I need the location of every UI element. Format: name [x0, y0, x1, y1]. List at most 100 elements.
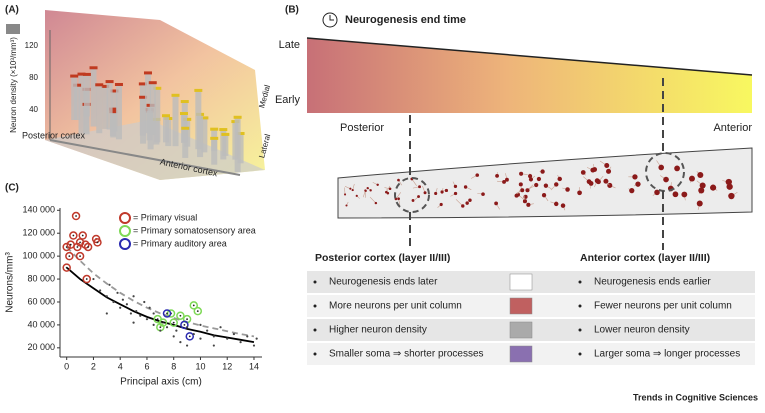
title: Neurogenesis end time: [345, 14, 466, 26]
cell: [635, 181, 640, 186]
x-tick-label: 8: [171, 361, 176, 371]
bar: [116, 85, 122, 139]
cell: [454, 192, 457, 195]
cell: [440, 203, 443, 206]
point: [149, 307, 151, 309]
point: [233, 333, 235, 335]
icon: [510, 346, 532, 362]
point: [206, 330, 208, 332]
point-center: [86, 278, 88, 280]
cell: [606, 169, 611, 174]
point: [99, 289, 101, 291]
point: [159, 330, 161, 332]
x-axis-label: Principal axis (cm): [120, 377, 202, 388]
panel-a: (A) Neuron density (×10³/mm³) 40 80 120 …: [5, 5, 272, 180]
bar-top: [219, 128, 227, 131]
panel-label: (A): [5, 5, 19, 16]
bar: [235, 118, 241, 172]
bullet: [314, 353, 317, 356]
cell: [424, 191, 427, 194]
cell: [629, 188, 634, 193]
bullet: [579, 305, 582, 308]
point: [126, 303, 128, 305]
y-tick-label: 20 000: [27, 342, 55, 352]
cell: [367, 187, 369, 189]
bar-top: [115, 83, 123, 86]
panel-label: (C): [5, 183, 19, 194]
cell: [537, 177, 541, 181]
cell: [345, 204, 347, 206]
legend-marker: [120, 213, 130, 223]
bullet: [314, 281, 317, 284]
point: [219, 326, 221, 328]
table-header: Posterior cortex (layer II/III): [315, 252, 450, 264]
point: [199, 338, 201, 340]
point: [116, 292, 118, 294]
table-cell: Neurogenesis ends earlier: [594, 277, 711, 288]
cell: [464, 185, 467, 188]
bar-top: [221, 133, 229, 136]
point: [246, 335, 248, 337]
table-cell: Lower neuron density: [594, 325, 690, 336]
bar: [96, 85, 102, 133]
axis-label: Anterior: [713, 122, 752, 134]
point-center: [70, 244, 72, 246]
gradient: [307, 38, 752, 113]
cell: [681, 192, 687, 198]
icon: [510, 322, 532, 338]
cell: [589, 181, 594, 186]
bar-top: [210, 137, 218, 140]
cell: [673, 191, 679, 197]
cell: [385, 191, 388, 194]
icon: [510, 298, 532, 314]
cell: [465, 201, 468, 204]
icon: [6, 24, 20, 34]
cell: [554, 182, 558, 186]
point: [173, 335, 175, 337]
cell: [376, 184, 378, 186]
point-center: [82, 235, 84, 237]
cell: [534, 183, 538, 187]
tick-label: 40: [29, 105, 38, 114]
bar-top: [144, 71, 152, 74]
cell: [529, 177, 533, 181]
point-center: [184, 324, 186, 326]
cell: [596, 179, 601, 184]
cell: [689, 176, 695, 182]
point-center: [76, 246, 78, 248]
cell: [581, 170, 586, 175]
point: [253, 344, 255, 346]
point: [213, 344, 215, 346]
cell: [344, 193, 346, 195]
y-tick-label: 140 000: [22, 205, 55, 215]
cell: [434, 192, 437, 195]
cell: [364, 189, 366, 191]
table-cell: Higher neuron density: [329, 325, 427, 336]
point-center: [162, 322, 164, 324]
point-center: [72, 235, 74, 237]
bar-top: [95, 83, 103, 86]
axis-label: Medial: [257, 84, 272, 109]
bar-top: [149, 81, 157, 84]
cell: [369, 189, 371, 191]
x-tick-label: 4: [118, 361, 123, 371]
x-tick-label: 6: [144, 361, 149, 371]
bar-top: [194, 89, 202, 92]
table: Posterior cortex (layer II/III)Anterior …: [307, 252, 755, 365]
bar-top: [181, 127, 189, 130]
bar: [222, 135, 228, 156]
point: [132, 322, 134, 324]
cell: [495, 174, 499, 178]
bar: [163, 116, 169, 142]
cell: [356, 195, 358, 197]
point: [92, 278, 94, 280]
bullet: [314, 305, 317, 308]
point: [132, 295, 134, 297]
y-tick-label: 120 000: [22, 228, 55, 238]
panel-label: (B): [285, 5, 299, 16]
x-tick-label: 14: [249, 361, 259, 371]
cell: [397, 179, 400, 182]
tick-label: 80: [29, 73, 38, 82]
cell: [494, 202, 498, 206]
